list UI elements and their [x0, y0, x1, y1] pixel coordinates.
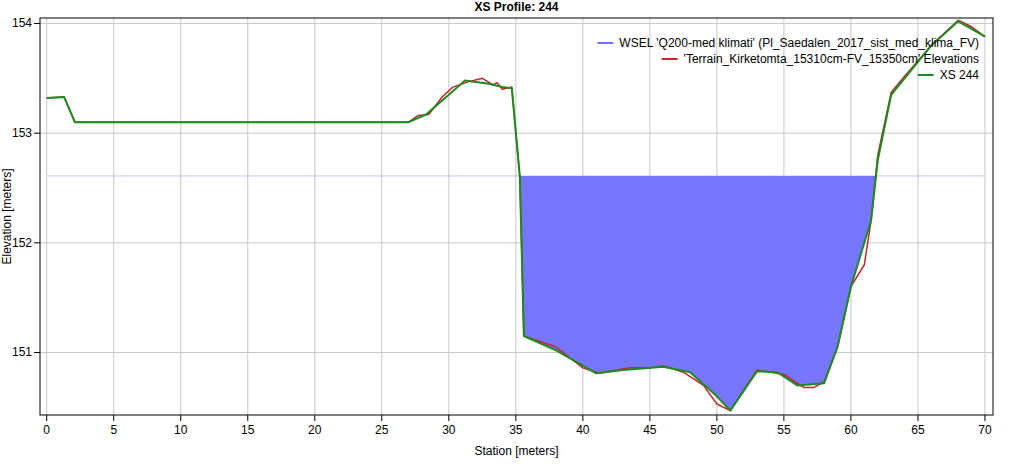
- x-tick-label: 55: [777, 423, 791, 437]
- legend-label: 'Terrain_Kirketomta_15310cm-FV_15350cm' …: [684, 52, 979, 66]
- x-tick-label: 60: [844, 423, 858, 437]
- x-tick: [113, 415, 114, 421]
- x-tick: [984, 415, 985, 421]
- legend-swatch: [662, 58, 678, 60]
- x-tick: [716, 415, 717, 421]
- x-tick-label: 40: [576, 423, 590, 437]
- y-tick-label: 153: [12, 126, 32, 140]
- x-tick: [381, 415, 382, 421]
- legend-swatch: [597, 42, 613, 44]
- y-axis-label: Elevation [meters]: [0, 168, 14, 264]
- grid: [40, 18, 993, 415]
- x-tick: [515, 415, 516, 421]
- x-grid-line: [984, 18, 985, 415]
- profile-line: [47, 21, 985, 410]
- x-tick-label: 30: [442, 423, 456, 437]
- x-tick-label: 45: [643, 423, 657, 437]
- plot-area: [47, 20, 985, 415]
- x-grid-line: [448, 18, 449, 415]
- title: XS Profile: 244: [474, 0, 558, 14]
- x-tick: [46, 415, 47, 421]
- x-tick: [448, 415, 449, 421]
- y-tick-label: 154: [12, 16, 32, 30]
- x-tick: [649, 415, 650, 421]
- y-grid-line: [40, 23, 993, 24]
- x-tick-label: 50: [710, 423, 724, 437]
- chart: 0 5 10 15 20 25 30 35 40 45 50 55 60 65 70 151 152 153 154…: [0, 0, 1024, 464]
- x-tick: [917, 415, 918, 421]
- x-tick-label: 15: [241, 423, 255, 437]
- x-grid-line: [381, 18, 382, 415]
- y-tick: [34, 352, 40, 353]
- x-tick-label: 65: [911, 423, 925, 437]
- x-tick-label: 10: [174, 423, 188, 437]
- x-axis-label: Station [meters]: [474, 444, 558, 458]
- x-tick: [783, 415, 784, 421]
- x-grid-line: [515, 18, 516, 415]
- x-tick-label: 5: [110, 423, 117, 437]
- y-tick: [34, 133, 40, 134]
- x-tick: [247, 415, 248, 421]
- x-tick: [180, 415, 181, 421]
- plot-frame: [40, 18, 993, 415]
- x-tick: [850, 415, 851, 421]
- x-tick-label: 25: [375, 423, 389, 437]
- x-grid-line: [314, 18, 315, 415]
- y-tick-label: 151: [12, 345, 32, 359]
- legend-label: XS 244: [940, 68, 980, 82]
- water-area: [47, 176, 985, 415]
- plot-background: [40, 18, 993, 415]
- x-grid-line: [113, 18, 114, 415]
- legend-label: WSEL 'Q200-med klimati' (Pl_Saedalen_201…: [619, 36, 979, 50]
- x-grid-line: [917, 18, 918, 415]
- x-tick-label: 35: [509, 423, 523, 437]
- y-tick: [34, 23, 40, 24]
- y-tick: [34, 242, 40, 243]
- x-tick-label: 20: [308, 423, 322, 437]
- x-grid-line: [46, 18, 47, 415]
- x-tick: [582, 415, 583, 421]
- x-tick: [314, 415, 315, 421]
- legend-swatch: [918, 74, 934, 76]
- x-tick-label: 70: [978, 423, 992, 437]
- x-grid-line: [247, 18, 248, 415]
- x-tick-label: 0: [43, 423, 50, 437]
- profile-line: [47, 20, 985, 410]
- y-tick-label: 152: [12, 236, 32, 250]
- legend: WSEL 'Q200-med klimati' (Pl_Saedalen_201…: [597, 36, 979, 82]
- wsel-line: [47, 175, 985, 176]
- y-grid-line: [40, 352, 993, 353]
- x-grid-line: [180, 18, 181, 415]
